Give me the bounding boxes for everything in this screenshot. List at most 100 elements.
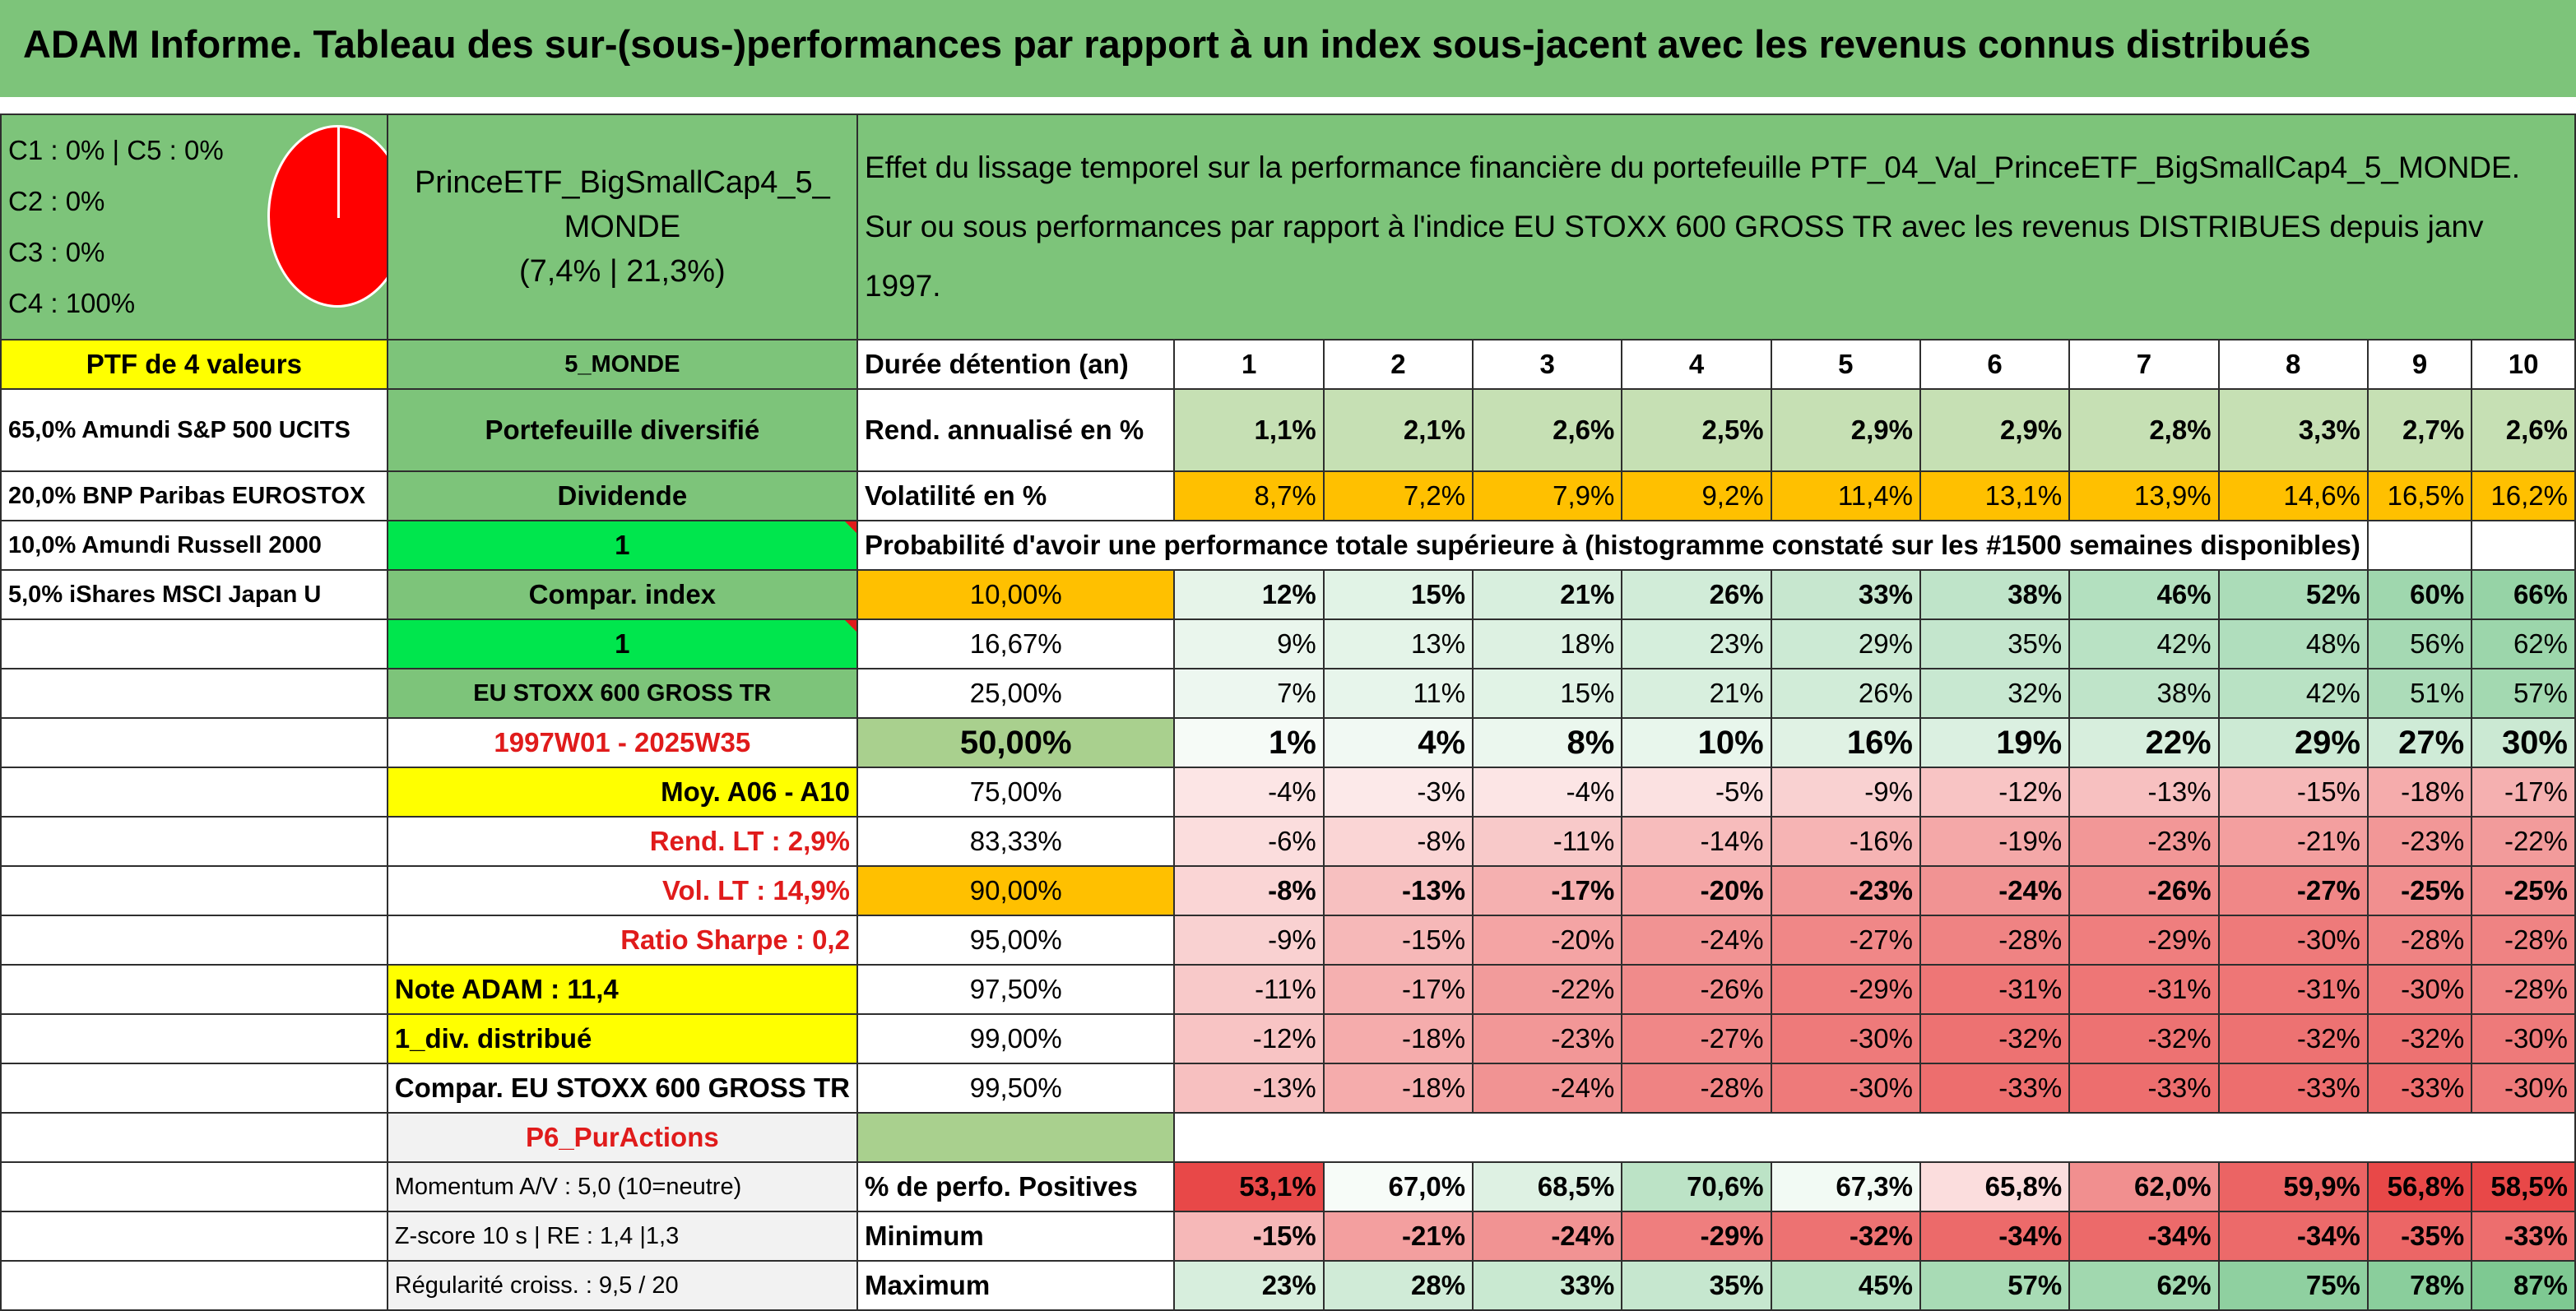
positives-label: % de perfo. Positives xyxy=(856,1161,1176,1212)
portfolio-name-line1: PrinceETF_BigSmallCap4_5_ xyxy=(414,165,830,200)
prob-value-r8-y8: -30% xyxy=(2217,915,2369,966)
prob-value-r10-y8: -32% xyxy=(2217,1013,2369,1064)
prob-value-r2-y1: 9% xyxy=(1173,618,1325,669)
positives-y8: 59,9% xyxy=(2217,1161,2369,1212)
maximum-y9: 78% xyxy=(2366,1260,2473,1311)
prob-value-r2-y10: 62% xyxy=(2471,618,2576,669)
prob-value-r4-y5: 16% xyxy=(1770,717,1921,768)
prob-value-r1-y7: 46% xyxy=(2068,569,2220,620)
year-header-4: 4 xyxy=(1621,339,1772,390)
prob-value-r10-y9: -32% xyxy=(2366,1013,2473,1064)
prob-value-r5-y4: -5% xyxy=(1621,767,1772,818)
minimum-y1: -15% xyxy=(1173,1211,1325,1262)
compar-index-value: 1 xyxy=(386,618,858,669)
prob-value-r10-y1: -12% xyxy=(1173,1013,1325,1064)
allocation-line: C2 : 0% xyxy=(8,186,105,216)
prob-value-r3-y3: 15% xyxy=(1472,668,1623,719)
region-cell: 5_MONDE xyxy=(386,339,858,390)
prob-value-r7-y4: -20% xyxy=(1621,865,1772,916)
allocation-cell: C1 : 0% | C5 : 0% C2 : 0% C3 : 0% C4 : 100% xyxy=(0,113,388,340)
empty-cell xyxy=(0,865,388,916)
allocation-line: C1 : 0% | C5 : 0% xyxy=(8,135,224,165)
p6-cell: P6_PurActions xyxy=(386,1112,858,1163)
prob-value-r6-y10: -22% xyxy=(2471,816,2576,867)
vol-y10: 16,2% xyxy=(2471,470,2576,521)
maximum-label: Maximum xyxy=(856,1260,1176,1311)
prob-value-r11-y3: -24% xyxy=(1472,1063,1623,1114)
prob-value-r2-y5: 29% xyxy=(1770,618,1921,669)
holding-2: 20,0% BNP Paribas EUROSTOX xyxy=(0,470,388,521)
maximum-y1: 23% xyxy=(1173,1260,1325,1311)
prob-value-r1-y10: 66% xyxy=(2471,569,2576,620)
prob-value-r9-y7: -31% xyxy=(2068,964,2220,1015)
prob-value-r6-y6: -19% xyxy=(1919,816,2071,867)
prob-value-r4-y4: 10% xyxy=(1621,717,1772,768)
prob-value-r5-y7: -13% xyxy=(2068,767,2220,818)
maximum-y8: 75% xyxy=(2217,1260,2369,1311)
prob-value-r4-y9: 27% xyxy=(2366,717,2473,768)
vol-y8: 14,6% xyxy=(2217,470,2369,521)
maximum-y3: 33% xyxy=(1472,1260,1623,1311)
year-header-6: 6 xyxy=(1919,339,2071,390)
prob-value-r5-y6: -12% xyxy=(1919,767,2071,818)
prob-value-r6-y3: -11% xyxy=(1472,816,1623,867)
prob-value-r11-y6: -33% xyxy=(1919,1063,2071,1114)
ptf-header: PTF de 4 valeurs xyxy=(0,339,388,390)
rend-y7: 2,8% xyxy=(2068,388,2220,472)
empty-cell xyxy=(0,816,388,867)
prob-value-r4-y7: 22% xyxy=(2068,717,2220,768)
prob-value-r8-y6: -28% xyxy=(1919,915,2071,966)
compar-index-label: Compar. index xyxy=(386,569,858,620)
probability-threshold: 10,00% xyxy=(856,569,1176,620)
duration-label: Durée détention (an) xyxy=(856,339,1176,390)
prob-value-r10-y7: -32% xyxy=(2068,1013,2220,1064)
dividende-value: 1 xyxy=(386,520,858,571)
year-header-10: 10 xyxy=(2471,339,2576,390)
prob-value-r3-y4: 21% xyxy=(1621,668,1772,719)
prob-value-r9-y5: -29% xyxy=(1770,964,1921,1015)
rend-y8: 3,3% xyxy=(2217,388,2369,472)
rend-y1: 1,1% xyxy=(1173,388,1325,472)
prob-value-r11-y8: -33% xyxy=(2217,1063,2369,1114)
prob-value-r10-y5: -30% xyxy=(1770,1013,1921,1064)
rend-lt-cell: Rend. LT : 2,9% xyxy=(386,816,858,867)
prob-value-r9-y3: -22% xyxy=(1472,964,1623,1015)
prob-value-r8-y1: -9% xyxy=(1173,915,1325,966)
prob-value-r2-y7: 42% xyxy=(2068,618,2220,669)
vol-y1: 8,7% xyxy=(1173,470,1325,521)
year-header-2: 2 xyxy=(1322,339,1474,390)
rend-y10: 2,6% xyxy=(2471,388,2576,472)
prob-value-r2-y6: 35% xyxy=(1919,618,2071,669)
positives-y3: 68,5% xyxy=(1472,1161,1623,1212)
prob-value-r6-y8: -21% xyxy=(2217,816,2369,867)
positives-y4: 70,6% xyxy=(1621,1161,1772,1212)
prob-value-r6-y5: -16% xyxy=(1770,816,1921,867)
minimum-y2: -21% xyxy=(1322,1211,1474,1262)
portfolio-name-cell: PrinceETF_BigSmallCap4_5_ MONDE (7,4% | 21… xyxy=(386,113,858,340)
positives-y6: 65,8% xyxy=(1919,1161,2071,1212)
allocation-line: C4 : 100% xyxy=(8,288,136,318)
prob-value-r2-y3: 18% xyxy=(1472,618,1623,669)
prob-value-r10-y4: -27% xyxy=(1621,1013,1772,1064)
prob-value-r1-y1: 12% xyxy=(1173,569,1325,620)
year-header-5: 5 xyxy=(1770,339,1921,390)
p6-green-cell xyxy=(856,1112,1176,1163)
positives-y10: 58,5% xyxy=(2471,1161,2576,1212)
prob-value-r9-y8: -31% xyxy=(2217,964,2369,1015)
prob-value-r11-y7: -33% xyxy=(2068,1063,2220,1114)
minimum-y3: -24% xyxy=(1472,1211,1623,1262)
prob-value-r6-y2: -8% xyxy=(1322,816,1474,867)
prob-value-r7-y2: -13% xyxy=(1322,865,1474,916)
empty-cell xyxy=(0,1112,388,1163)
vol-y9: 16,5% xyxy=(2366,470,2473,521)
probability-threshold: 99,00% xyxy=(856,1013,1176,1064)
minimum-y5: -32% xyxy=(1770,1211,1921,1262)
portfolio-stats: (7,4% | 21,3%) xyxy=(519,254,726,289)
prob-value-r3-y5: 26% xyxy=(1770,668,1921,719)
minimum-label: Minimum xyxy=(856,1211,1176,1262)
empty-cell xyxy=(0,668,388,719)
regularite-cell: Régularité croiss. : 9,5 / 20 xyxy=(386,1260,858,1311)
prob-value-r11-y2: -18% xyxy=(1322,1063,1474,1114)
div-distribue-cell: 1_div. distribué xyxy=(386,1013,858,1064)
maximum-y2: 28% xyxy=(1322,1260,1474,1311)
